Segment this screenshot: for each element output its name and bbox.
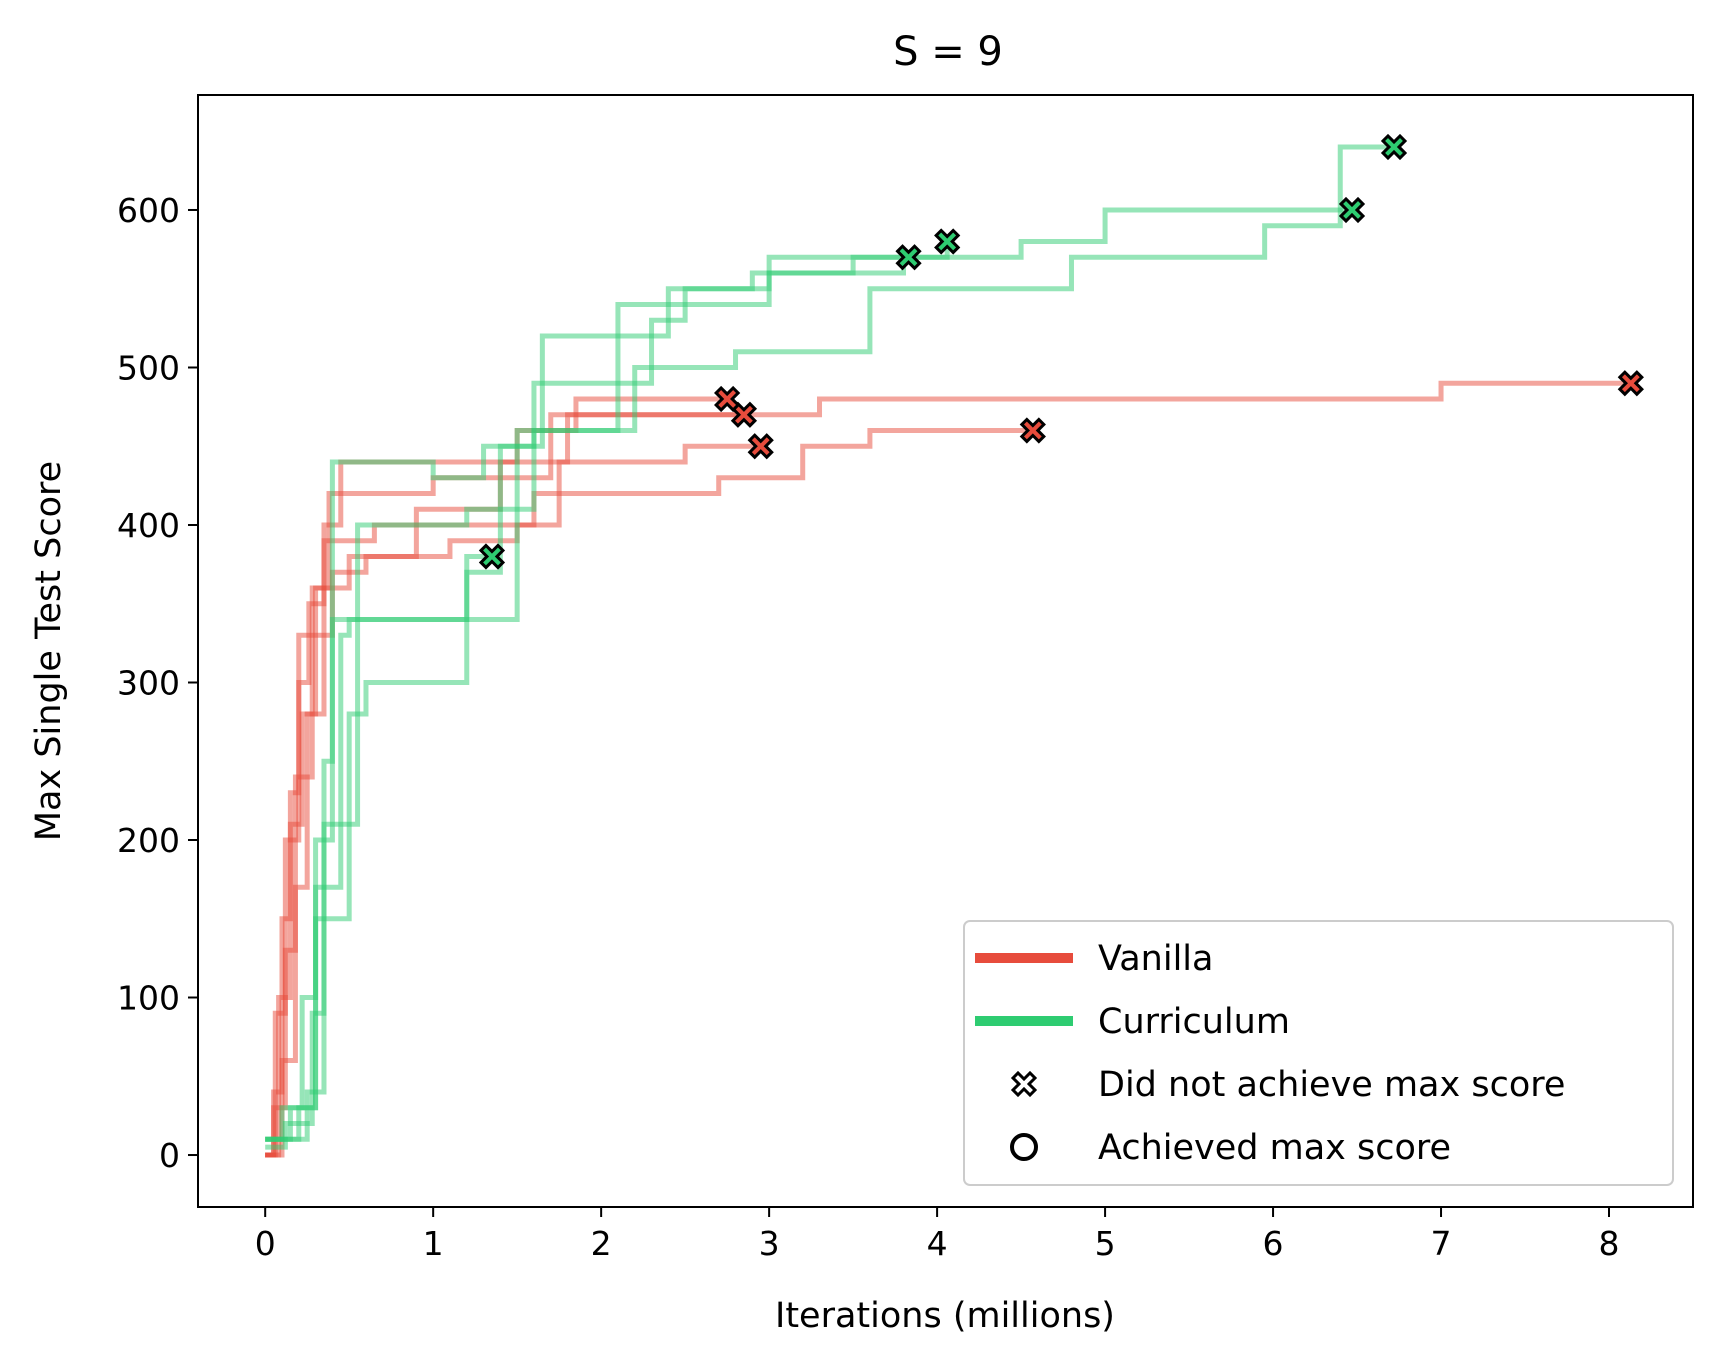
x-tick-label: 3 — [759, 1224, 780, 1263]
end-marker-curriculum-7 — [478, 543, 506, 570]
y-tick-label: 200 — [117, 821, 180, 860]
end-marker-vanilla-2 — [1617, 370, 1644, 397]
end-marker-curriculum-8 — [1338, 196, 1366, 224]
chart-title: S = 9 — [893, 29, 1003, 75]
marker-layer — [478, 133, 1644, 570]
x-axis: 0 1 2 3 4 5 6 7 8 — [255, 1207, 1620, 1263]
y-tick-label: 400 — [117, 506, 180, 545]
series-line-vanilla-3 — [265, 427, 1033, 1158]
end-marker-vanilla-0 — [730, 401, 758, 428]
y-axis: 0 100 200 300 400 500 600 — [117, 191, 198, 1175]
x-tick-label: 0 — [255, 1224, 276, 1263]
end-marker-vanilla-1 — [714, 385, 741, 413]
x-tick-label: 4 — [927, 1224, 948, 1263]
legend-x-marker-icon — [1010, 1070, 1038, 1098]
legend-label: Vanilla — [1098, 939, 1213, 979]
x-tick-label: 8 — [1599, 1224, 1620, 1263]
x-axis-label: Iterations (millions) — [775, 1296, 1115, 1336]
legend-entry: Achieved max score — [1010, 1128, 1451, 1168]
y-tick-label: 100 — [117, 979, 180, 1018]
series-line-curriculum-8 — [265, 207, 1353, 1142]
x-tick-label: 2 — [591, 1224, 612, 1263]
series-line-curriculum-9 — [265, 144, 1394, 1142]
legend-label: Curriculum — [1098, 1002, 1290, 1042]
end-marker-vanilla-3 — [1019, 417, 1046, 444]
series-line-curriculum-5 — [265, 254, 909, 1142]
legend-box — [963, 920, 1674, 1186]
series-line-curriculum-7 — [265, 553, 492, 1142]
series-line-curriculum-6 — [265, 241, 950, 1150]
x-tick-label: 1 — [423, 1224, 444, 1263]
y-tick-label: 500 — [117, 348, 180, 387]
series-layer — [265, 144, 1631, 1158]
x-tick-label: 6 — [1263, 1224, 1284, 1263]
y-tick-label: 300 — [117, 664, 180, 703]
legend-circle-marker-icon — [1010, 1133, 1038, 1161]
end-marker-curriculum-5 — [895, 244, 922, 271]
legend-label: Did not achieve max score — [1098, 1065, 1565, 1105]
legend-entry: Vanilla — [975, 939, 1213, 979]
end-marker-curriculum-6 — [934, 228, 961, 255]
y-tick-label: 0 — [159, 1136, 180, 1175]
end-marker-curriculum-9 — [1380, 133, 1408, 161]
end-marker-vanilla-4 — [747, 433, 774, 460]
legend-entry: Curriculum — [975, 1002, 1290, 1042]
plot-frame — [197, 94, 1694, 1208]
y-axis-label: Max Single Test Score — [29, 461, 69, 841]
x-tick-label: 5 — [1095, 1224, 1116, 1263]
series-line-vanilla-4 — [265, 443, 761, 1158]
y-tick-label: 600 — [117, 191, 180, 230]
x-tick-label: 7 — [1431, 1224, 1452, 1263]
legend-label: Achieved max score — [1098, 1128, 1451, 1168]
legend-entry: Did not achieve max score — [1010, 1065, 1565, 1105]
legend: Vanilla Curriculum Did not achieve max sco… — [963, 920, 1674, 1186]
